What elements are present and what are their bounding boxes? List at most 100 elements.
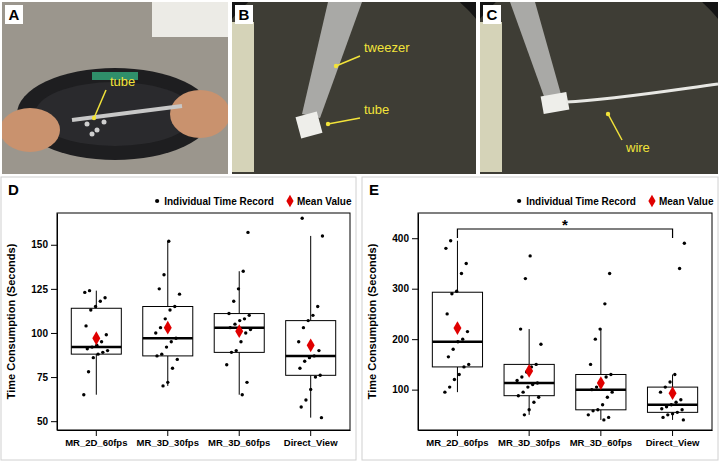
- hand: [170, 90, 228, 138]
- whisker-low: [239, 352, 240, 394]
- tick-mark: [412, 390, 418, 391]
- data-point: [596, 408, 599, 411]
- data-point: [94, 305, 97, 308]
- data-point: [170, 340, 173, 343]
- data-point: [448, 385, 451, 388]
- data-point: [670, 403, 673, 406]
- tick-mark: [412, 339, 418, 340]
- panel-frame: [1, 177, 356, 460]
- data-point: [589, 363, 592, 366]
- mean-marker: [597, 376, 605, 390]
- tick-label: MR_3D_30fps: [498, 437, 560, 448]
- data-point: [534, 363, 537, 366]
- data-point: [598, 327, 601, 330]
- part: [85, 122, 90, 127]
- view-field: [232, 2, 476, 174]
- data-point: [307, 319, 310, 322]
- panel-letter: D: [8, 181, 19, 198]
- view-light: [232, 22, 254, 172]
- tweezer: [510, 2, 562, 102]
- data-point: [309, 388, 312, 391]
- panel-letter-bg: [483, 5, 501, 24]
- data-point: [101, 351, 104, 354]
- legend-marker: [286, 195, 293, 207]
- tick-label: Direct_View: [284, 437, 338, 448]
- legend: Individual Time RecordMean Value: [155, 195, 352, 207]
- data-point: [106, 349, 109, 352]
- y-tick: 100: [392, 384, 418, 395]
- tick-label: Direct_View: [646, 437, 700, 448]
- tick-mark: [167, 430, 168, 436]
- arrow-head: [92, 116, 96, 120]
- photo-label: tube: [364, 102, 389, 117]
- data-point: [242, 270, 245, 273]
- tick-mark: [51, 245, 57, 246]
- data-point: [682, 418, 685, 421]
- data-point: [527, 408, 530, 411]
- y-tick: 150: [31, 239, 57, 250]
- axis-title: Time Consumption (Seconds): [5, 243, 17, 399]
- view-field: [480, 2, 718, 174]
- axis-line: [58, 430, 351, 431]
- data-point: [165, 345, 168, 348]
- data-point: [238, 319, 241, 322]
- data-point: [308, 356, 311, 359]
- view-light: [480, 22, 502, 172]
- data-point: [174, 337, 177, 340]
- mean-marker: [525, 364, 533, 378]
- data-point: [233, 322, 236, 325]
- data-point: [606, 396, 609, 399]
- data-point: [466, 330, 469, 333]
- data-point: [671, 412, 674, 415]
- tick-mark: [51, 377, 57, 378]
- wire: [566, 84, 718, 102]
- data-point: [321, 234, 324, 237]
- x-axis: MR_2D_60fpsMR_3D_30fpsMR_3D_60fpsDirect_…: [419, 430, 713, 448]
- box: [576, 374, 626, 409]
- data-point: [243, 317, 246, 320]
- data-point: [674, 401, 677, 404]
- data-point: [445, 312, 448, 315]
- data-point: [244, 331, 247, 334]
- y-axis: 100200300400: [392, 214, 418, 431]
- box: [71, 308, 121, 354]
- part: [102, 120, 107, 125]
- tube: [541, 92, 570, 114]
- mean-marker: [235, 324, 243, 338]
- data-point: [587, 413, 590, 416]
- data-point: [539, 343, 542, 346]
- label-arrow: [94, 90, 106, 118]
- data-point: [601, 403, 604, 406]
- x-tick: Direct_View: [646, 430, 700, 448]
- data-point: [450, 292, 453, 295]
- data-point: [604, 375, 607, 378]
- axis-line: [57, 214, 58, 431]
- data-point: [683, 242, 686, 245]
- data-point: [92, 356, 95, 359]
- data-point: [537, 396, 540, 399]
- legend-label: Mean Value: [659, 196, 714, 207]
- data-point: [300, 217, 303, 220]
- x-tick: MR_3D_60fps: [208, 430, 270, 448]
- tick-label: 150: [31, 239, 48, 250]
- box: [647, 387, 697, 412]
- data-point: [602, 418, 605, 421]
- data-point: [444, 247, 447, 250]
- part: [90, 132, 95, 137]
- data-point: [460, 272, 463, 275]
- tick-mark: [51, 289, 57, 290]
- tick-mark: [412, 289, 418, 290]
- tick-mark: [310, 430, 311, 436]
- plot-frame: [57, 213, 350, 430]
- data-point: [232, 300, 235, 303]
- y-tick: 75: [37, 372, 57, 383]
- median: [143, 337, 193, 340]
- data-point: [458, 373, 461, 376]
- data-point: [603, 302, 606, 305]
- data-point: [299, 405, 302, 408]
- tweezer: [72, 106, 182, 120]
- tick-label: 125: [31, 284, 48, 295]
- photo-scene: [232, 2, 476, 174]
- data-point: [297, 340, 300, 343]
- panel-frame: [362, 177, 718, 460]
